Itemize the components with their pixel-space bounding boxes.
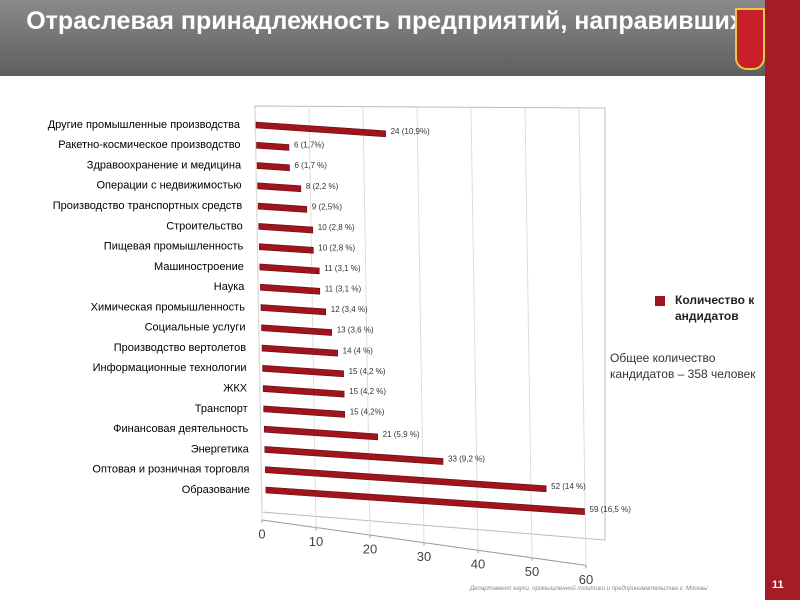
- bar: [260, 283, 321, 295]
- value-label: 14 (4 %): [343, 346, 374, 355]
- side-strip: [765, 0, 800, 600]
- value-label: 8 (2,2 %): [306, 182, 339, 191]
- x-tick-label: 60: [579, 572, 593, 587]
- category-label: Производство транспортных средств: [53, 200, 243, 212]
- value-label: 11 (3,1 %): [324, 264, 361, 273]
- grid-line: [362, 107, 371, 536]
- bar: [258, 223, 314, 234]
- category-label: Социальные услуги: [145, 322, 246, 334]
- category-label: Финансовая деятельность: [113, 423, 248, 435]
- page-number: 11: [772, 579, 784, 591]
- value-label: 24 (10,9%): [391, 127, 430, 136]
- bar: [260, 304, 327, 316]
- value-label: 52 (14 %): [551, 482, 586, 491]
- bar: [256, 141, 290, 151]
- grid-line: [524, 107, 533, 558]
- legend-swatch: [655, 296, 665, 306]
- category-label: Транспорт: [195, 403, 248, 415]
- x-tick-label: 10: [309, 534, 323, 549]
- bar: [265, 466, 547, 493]
- bar: [264, 446, 444, 465]
- legend: Количество кандидатов: [655, 292, 755, 324]
- grid-line: [470, 107, 479, 551]
- value-label: 15 (4,2%): [350, 408, 385, 417]
- annotation: Общее количество кандидатов – 358 челове…: [610, 351, 756, 381]
- value-label: 6 (1,7 %): [295, 161, 328, 170]
- emblem: [735, 8, 765, 70]
- x-tick-label: 20: [363, 542, 377, 557]
- value-label: 15 (4,2 %): [349, 387, 386, 396]
- x-tick-label: 30: [417, 549, 431, 564]
- category-label: Пищевая промышленность: [104, 241, 244, 253]
- x-tick-label: 0: [258, 526, 265, 541]
- bar: [258, 243, 314, 254]
- header-bar: [0, 0, 765, 76]
- bar: [261, 324, 333, 336]
- category-label: Производство вертолетов: [114, 342, 246, 354]
- value-label: 6 (1,7%): [294, 141, 325, 150]
- bar: [265, 486, 585, 515]
- value-label: 10 (2,8 %): [318, 223, 355, 232]
- category-label: Операции с недвижимостью: [97, 180, 242, 192]
- bar: [257, 202, 308, 213]
- bar: [263, 405, 346, 418]
- grid-line: [416, 107, 425, 543]
- category-label: Оптовая и розничная торговля: [92, 464, 249, 476]
- bar: [263, 425, 378, 441]
- category-label: Химическая промышленность: [91, 301, 246, 313]
- x-tick-label: 50: [525, 564, 539, 579]
- category-label: Образование: [182, 484, 250, 496]
- grid-line: [578, 107, 587, 566]
- bar: [255, 121, 386, 138]
- footer-text: Департамент науки, промышленной политики…: [470, 586, 708, 592]
- category-label: ЖКХ: [223, 383, 248, 395]
- category-label: Наука: [214, 281, 245, 293]
- value-label: 9 (2,5%): [312, 203, 343, 212]
- category-label: Ракетно-космическое производство: [58, 139, 240, 151]
- category-label: Энергетика: [191, 443, 250, 455]
- category-label: Машиностроение: [154, 261, 244, 273]
- bar: [256, 162, 290, 172]
- category-label: Другие промышленные производства: [48, 119, 241, 131]
- grid-line: [308, 107, 317, 528]
- value-label: 11 (3,1 %): [325, 284, 362, 293]
- value-label: 10 (2,8 %): [318, 243, 355, 252]
- value-label: 21 (5,9 %): [383, 430, 420, 439]
- value-label: 15 (4,2 %): [349, 367, 386, 376]
- slide-title: Отраслевая принадлежность предприятий, н…: [26, 7, 744, 35]
- category-label: Строительство: [166, 220, 243, 232]
- bar: [259, 263, 320, 275]
- legend-label: Количество кандидатов: [675, 293, 755, 323]
- value-label: 33 (9,2 %): [448, 455, 485, 464]
- value-label: 59 (16,5 %): [590, 505, 632, 514]
- value-label: 13 (3,6 %): [337, 326, 374, 335]
- x-tick-label: 40: [471, 557, 485, 572]
- grid-line: [254, 107, 263, 521]
- bar: [262, 385, 345, 398]
- value-label: 12 (3,4 %): [331, 305, 368, 314]
- bar: [261, 344, 338, 357]
- category-label: Здравоохранение и медицина: [87, 159, 242, 171]
- bar: [262, 365, 344, 378]
- category-label: Информационные технологии: [93, 362, 247, 374]
- bar: [257, 182, 302, 193]
